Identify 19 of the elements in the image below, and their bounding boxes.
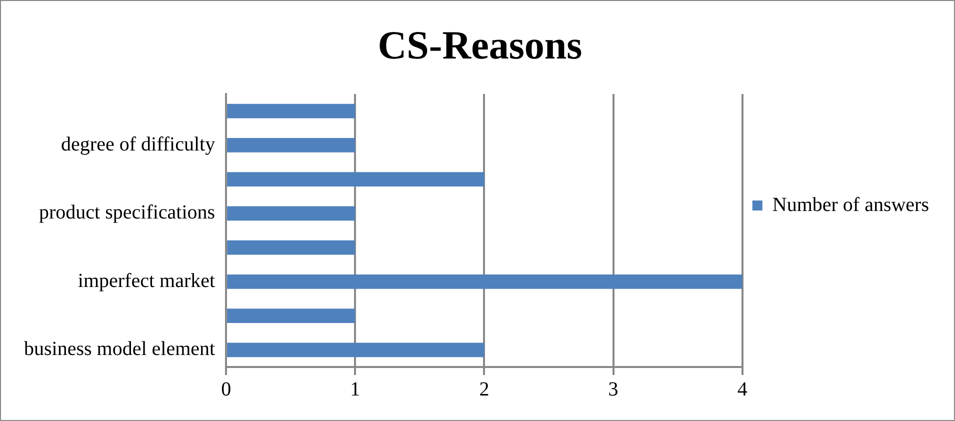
x-tick-label: 4 <box>737 378 748 400</box>
y-tick-label: product specifications <box>39 202 216 224</box>
bar <box>227 240 356 255</box>
x-tick-label: 0 <box>221 378 232 400</box>
x-tick-label: 3 <box>608 378 618 400</box>
y-tick-label: business model element <box>24 338 216 360</box>
bar <box>227 206 356 221</box>
x-tick-label: 1 <box>350 378 360 400</box>
x-tick-label: 2 <box>479 378 490 400</box>
bar <box>227 104 356 118</box>
legend-label: Number of answers <box>772 194 930 216</box>
chart-title: CS-Reasons <box>378 22 582 68</box>
bar <box>227 308 356 323</box>
bar <box>227 138 356 152</box>
bar <box>227 274 742 289</box>
bar <box>227 342 484 358</box>
y-tick-label: degree of difficulty <box>61 133 216 156</box>
bar <box>227 172 484 186</box>
y-tick-label: imperfect market <box>78 270 216 292</box>
